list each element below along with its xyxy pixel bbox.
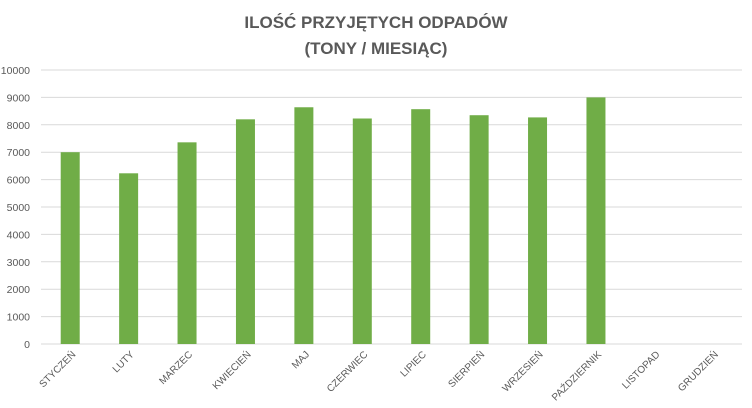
bar (352, 118, 372, 344)
y-tick-label: 7000 (7, 147, 31, 159)
x-category-label: SIERPIEŃ (445, 348, 487, 390)
bar (411, 109, 431, 344)
bar (60, 152, 80, 344)
y-tick-label: 1000 (7, 312, 31, 324)
bar (294, 107, 314, 344)
x-category-label: CZERWIEC (325, 349, 370, 394)
x-axis-category-labels: STYCZEŃ LUTY MARZEC KWIECIEŃ MAJ CZERWIEC LIPI… (36, 348, 721, 404)
y-tick-label: 2000 (7, 284, 31, 296)
bar (586, 97, 606, 345)
bar (528, 117, 548, 344)
bars (60, 97, 606, 345)
y-axis-tick-labels: 0 1000 2000 3000 4000 5000 6000 7000 8000 9000 100… (1, 65, 30, 351)
y-tick-label: 5000 (7, 202, 31, 214)
bar (469, 115, 489, 345)
x-category-label: STYCZEŃ (36, 348, 78, 390)
x-category-label: KWIECIEŃ (209, 348, 253, 392)
chart-title: ILOŚĆ PRZYJĘTYCH ODPADÓW (TONY / MIESIĄC… (0, 10, 752, 62)
x-category-label: MAJ (290, 349, 312, 371)
bar (177, 142, 197, 344)
bar (119, 173, 139, 344)
x-category-label: LISTOPAD (620, 349, 662, 391)
chart-title-line-1: ILOŚĆ PRZYJĘTYCH ODPADÓW (244, 13, 508, 32)
y-tick-label: 0 (24, 339, 30, 351)
x-category-label: LIPIEC (399, 349, 429, 379)
y-tick-label: 10000 (1, 65, 30, 77)
x-category-label: MARZEC (158, 349, 196, 387)
bar (235, 119, 255, 344)
y-tick-label: 9000 (7, 92, 31, 104)
x-category-label: WRZESIEŃ (499, 348, 546, 395)
gridlines (41, 69, 742, 345)
x-category-label: PAŹDZIERNIK (549, 348, 605, 404)
chart-title-line-2: (TONY / MIESIĄC) (304, 39, 448, 58)
y-tick-label: 8000 (7, 120, 31, 132)
y-tick-label: 6000 (7, 175, 31, 187)
y-tick-label: 4000 (7, 229, 31, 241)
y-tick-label: 3000 (7, 257, 31, 269)
x-category-label: LUTY (111, 349, 137, 375)
x-category-label: GRUDZIEŃ (675, 348, 721, 394)
